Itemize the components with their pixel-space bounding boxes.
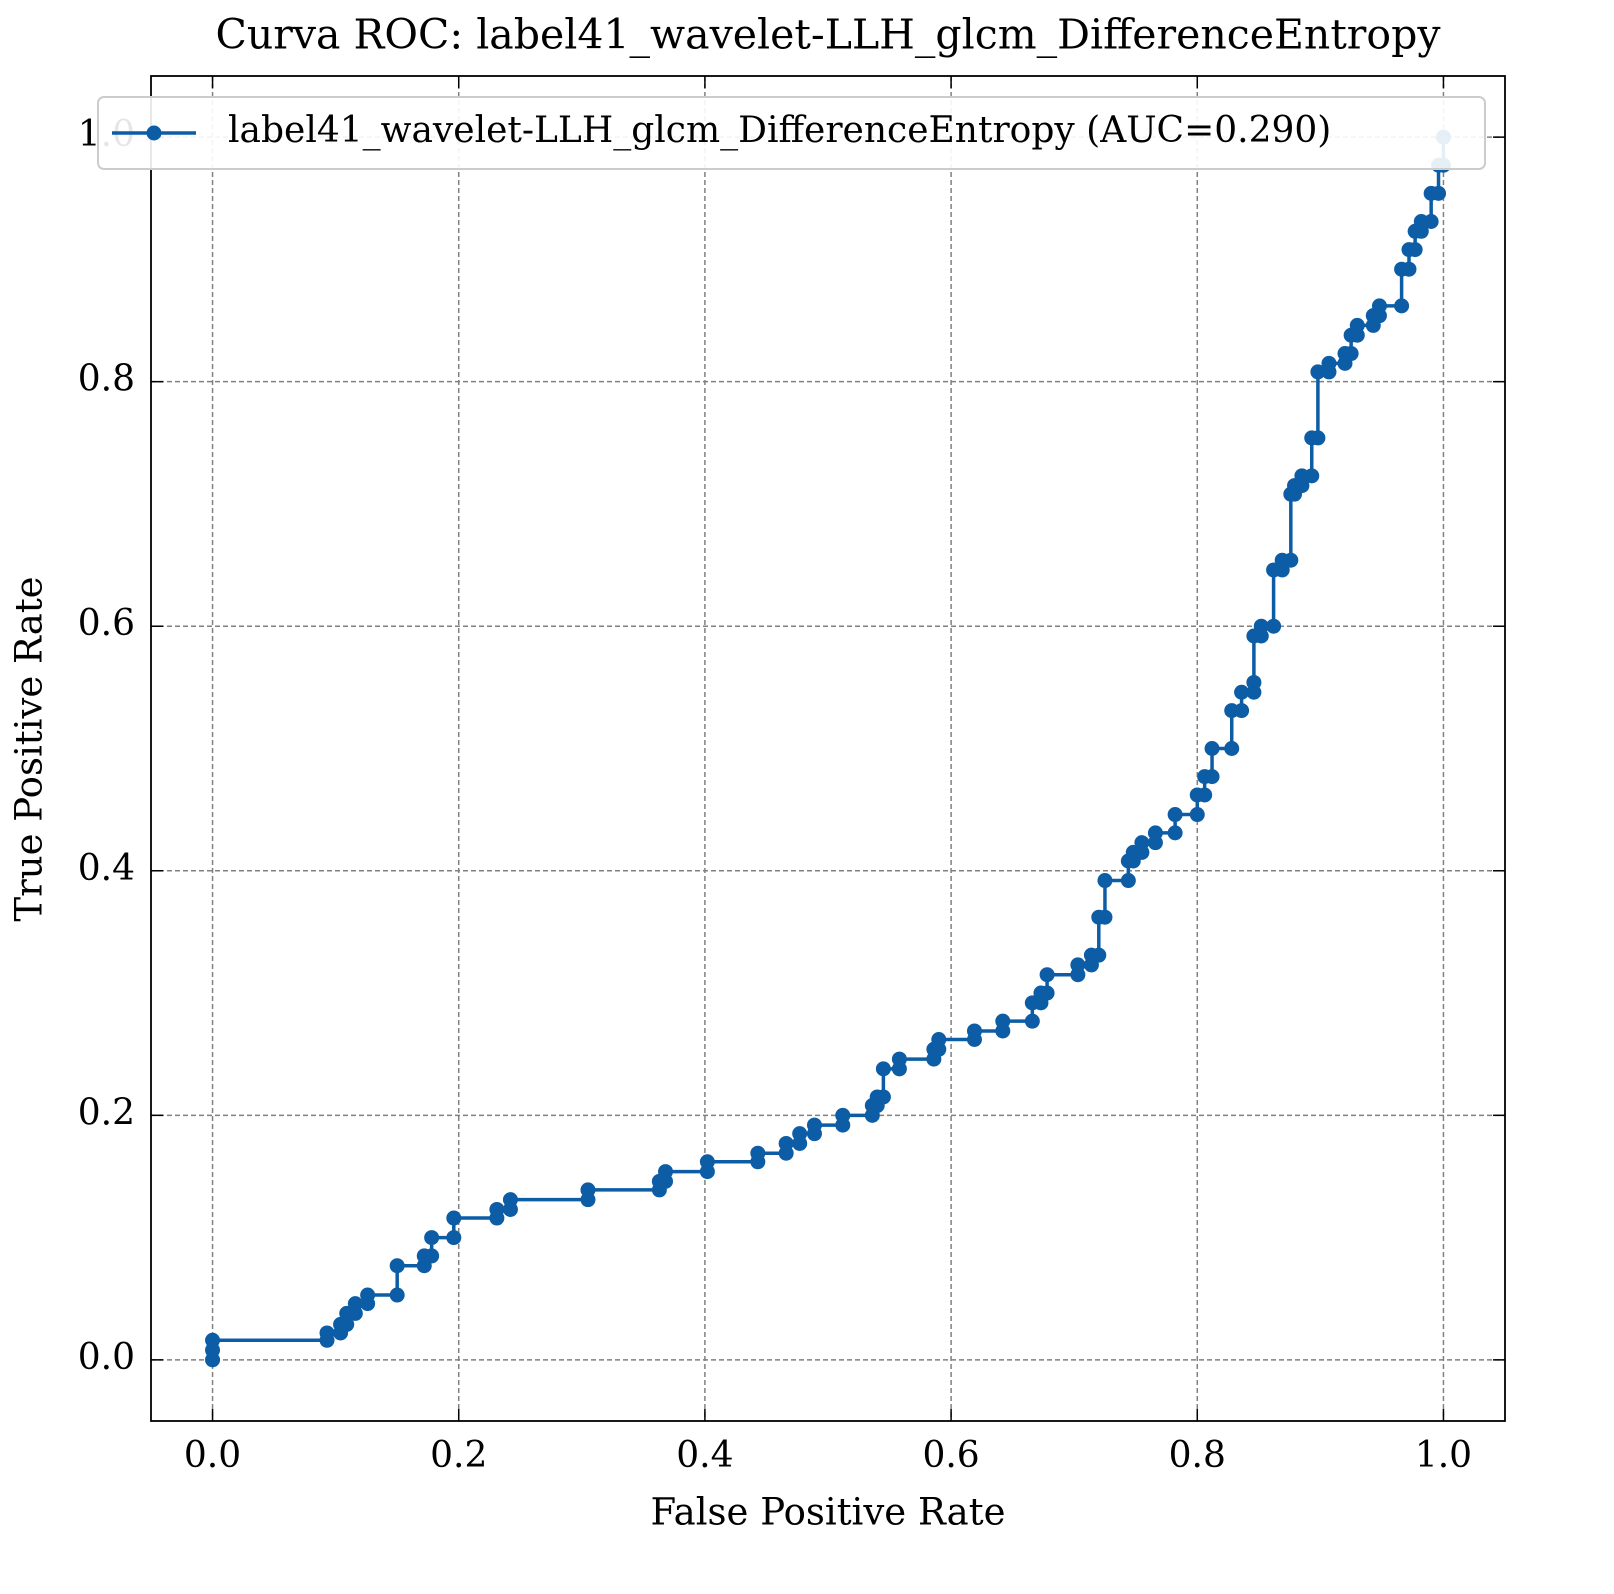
legend-label: label41_wavelet-LLH_glcm_DifferenceEntro… <box>228 110 1331 151</box>
roc-point <box>347 1296 363 1312</box>
roc-point <box>205 1332 221 1348</box>
roc-point <box>875 1061 891 1077</box>
y-tick-label: 0.0 <box>78 1337 135 1378</box>
roc-point <box>806 1117 822 1133</box>
roc-point <box>1197 787 1213 803</box>
roc-point <box>1204 769 1220 785</box>
roc-line <box>210 137 1446 1360</box>
roc-point <box>1304 468 1320 484</box>
roc-point <box>1401 261 1417 277</box>
roc-point <box>319 1325 335 1341</box>
x-axis-label: False Positive Rate <box>651 1491 1006 1534</box>
chart-title: Curva ROC: label41_wavelet-LLH_glcm_Diff… <box>215 11 1441 59</box>
roc-point <box>1234 684 1250 700</box>
y-tick-label: 0.8 <box>78 359 135 400</box>
roc-point <box>1266 618 1282 634</box>
roc-point <box>1394 298 1410 314</box>
roc-point <box>1120 873 1136 889</box>
legend: label41_wavelet-LLH_glcm_DifferenceEntro… <box>97 96 1486 170</box>
roc-point <box>658 1164 674 1180</box>
roc-point <box>931 1032 947 1048</box>
roc-point <box>446 1230 462 1246</box>
y-tick-label: 0.2 <box>78 1092 135 1133</box>
legend-marker <box>146 125 162 141</box>
roc-point <box>1321 355 1337 371</box>
roc-point <box>1091 947 1107 963</box>
roc-point <box>1431 185 1447 201</box>
roc-point <box>389 1258 405 1274</box>
x-tick-label: 0.6 <box>922 1435 979 1476</box>
roc-point <box>1147 825 1163 841</box>
roc-point <box>1246 674 1262 690</box>
roc-point <box>446 1210 462 1226</box>
roc-point <box>835 1107 851 1123</box>
roc-point <box>1070 957 1086 973</box>
roc-point <box>1423 214 1439 230</box>
y-tick-label: 0.4 <box>78 848 135 889</box>
roc-point <box>424 1230 440 1246</box>
roc-point <box>1189 807 1205 823</box>
roc-point <box>502 1192 518 1208</box>
roc-point <box>1097 873 1113 889</box>
roc-point <box>1234 703 1250 719</box>
roc-point <box>1134 835 1150 851</box>
roc-point <box>389 1287 405 1303</box>
roc-point <box>1039 967 1055 983</box>
x-tick-label: 0.4 <box>676 1435 733 1476</box>
legend-box <box>97 96 1486 170</box>
roc-point <box>1097 909 1113 925</box>
roc-point <box>1039 985 1055 1001</box>
roc-point <box>966 1023 982 1039</box>
roc-point <box>1224 741 1240 756</box>
roc-point <box>875 1089 891 1105</box>
roc-point <box>891 1051 907 1067</box>
roc-point <box>1310 430 1326 446</box>
roc-point <box>1167 807 1183 823</box>
y-axis-label: True Positive Rate <box>8 576 51 921</box>
roc-point <box>424 1248 440 1264</box>
roc-point <box>1343 346 1359 362</box>
plot-frame <box>150 75 1506 1422</box>
roc-point <box>699 1154 715 1170</box>
roc-point <box>1283 552 1299 568</box>
roc-point <box>1371 298 1387 314</box>
roc-point <box>1024 1013 1040 1029</box>
roc-point <box>339 1316 355 1332</box>
x-tick-label: 0.0 <box>184 1435 241 1476</box>
roc-point <box>792 1126 808 1142</box>
roc-point <box>750 1145 766 1161</box>
roc-point <box>778 1135 794 1151</box>
roc-point <box>1204 741 1220 756</box>
roc-point <box>1310 364 1326 380</box>
x-tick-label: 0.2 <box>430 1435 487 1476</box>
roc-point <box>360 1287 376 1303</box>
roc-point <box>1349 317 1365 333</box>
x-tick-label: 1.0 <box>1415 1435 1472 1476</box>
x-tick-label: 0.8 <box>1169 1435 1226 1476</box>
roc-point <box>580 1182 596 1198</box>
roc-point <box>1253 618 1269 634</box>
roc-point <box>1407 242 1423 258</box>
y-tick-label: 0.6 <box>78 603 135 644</box>
roc-point <box>489 1201 505 1217</box>
roc-point <box>995 1013 1011 1029</box>
roc-point <box>1167 825 1183 841</box>
